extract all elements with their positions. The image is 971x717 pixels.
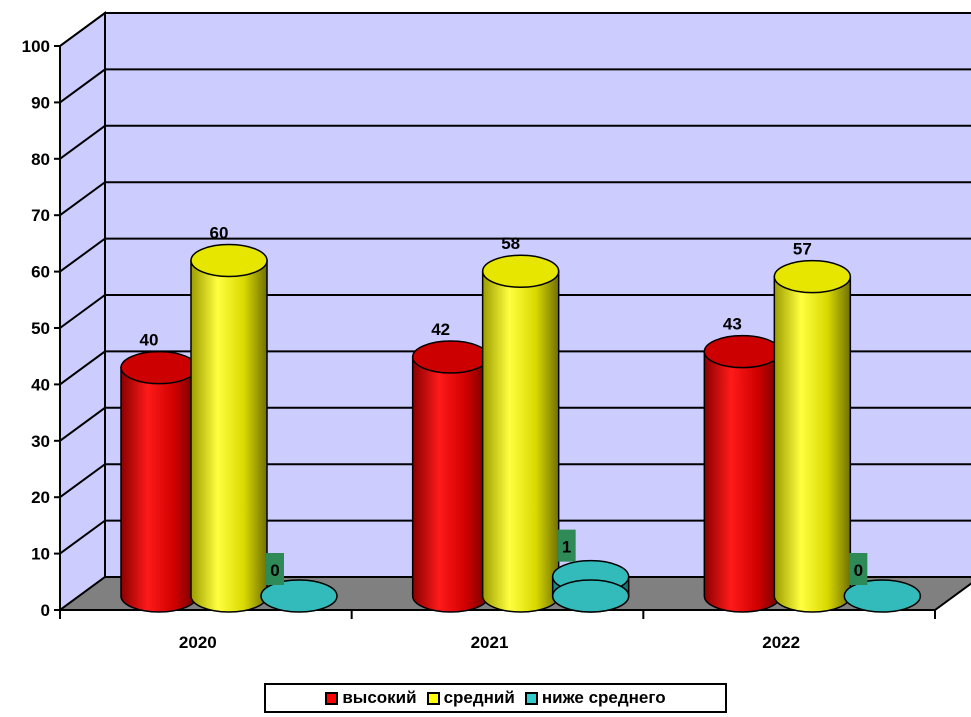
legend-swatch-medium bbox=[426, 691, 440, 705]
y-tick-label: 40 bbox=[31, 375, 50, 394]
y-tick-label: 0 bbox=[41, 601, 50, 620]
gridline bbox=[59, 12, 971, 47]
legend-label-high: высокий bbox=[342, 688, 417, 707]
bar-top bbox=[481, 254, 560, 288]
x-tick-label: 2020 bbox=[179, 633, 217, 652]
legend-item-below-average: ниже среднего bbox=[524, 688, 666, 708]
y-tick-label: 60 bbox=[31, 263, 50, 282]
bar-0-2 bbox=[703, 334, 782, 613]
gridline bbox=[59, 124, 971, 160]
bar-top bbox=[190, 243, 268, 278]
data-label: 60 bbox=[210, 224, 229, 243]
data-label-background bbox=[266, 553, 284, 585]
gridline bbox=[59, 350, 971, 386]
legend-swatch-below-average bbox=[524, 691, 538, 705]
bar-2-0 bbox=[260, 579, 338, 613]
legend-swatch-high bbox=[325, 691, 339, 705]
bar-2-2 bbox=[843, 579, 922, 613]
bar-body bbox=[120, 366, 198, 613]
bar-0-0 bbox=[120, 350, 198, 613]
data-label-background bbox=[849, 553, 868, 585]
data-label: 0 bbox=[270, 561, 279, 580]
legend-item-high: высокий bbox=[325, 688, 417, 708]
bar-1-1 bbox=[481, 254, 560, 613]
gridline bbox=[59, 294, 971, 329]
bar-body bbox=[481, 270, 560, 613]
bar-disc bbox=[260, 579, 338, 613]
x-tick-label: 2021 bbox=[471, 633, 509, 652]
legend-item-medium: средний bbox=[426, 688, 515, 708]
y-tick-label: 100 bbox=[22, 37, 50, 56]
bar-body bbox=[190, 259, 268, 613]
bar-1-0 bbox=[190, 243, 268, 613]
gridline bbox=[59, 519, 971, 555]
gridline bbox=[59, 237, 971, 273]
data-label: 1 bbox=[562, 538, 571, 557]
bar-top bbox=[773, 259, 852, 294]
y-tick-label: 10 bbox=[31, 545, 50, 564]
legend: высокий средний ниже среднего bbox=[264, 683, 727, 713]
bar-top bbox=[411, 340, 490, 374]
y-tick-label: 50 bbox=[31, 319, 50, 338]
x-tick-label: 2022 bbox=[762, 633, 800, 652]
legend-label-medium: средний bbox=[443, 688, 515, 707]
bar-body bbox=[773, 275, 852, 613]
bar-2-1 bbox=[551, 559, 630, 613]
bar-1-2 bbox=[773, 259, 852, 613]
bar-disc bbox=[551, 579, 630, 613]
y-tick-label: 90 bbox=[31, 93, 50, 112]
bar-top bbox=[703, 334, 782, 369]
bar-body bbox=[703, 350, 782, 613]
bar-top bbox=[120, 350, 198, 385]
bar-body bbox=[411, 356, 490, 613]
data-label: 40 bbox=[140, 331, 159, 350]
y-tick-label: 30 bbox=[31, 432, 50, 451]
data-label: 57 bbox=[793, 240, 812, 259]
gridline bbox=[59, 406, 971, 442]
legend-label-below-average: ниже среднего bbox=[541, 688, 666, 707]
data-label-background bbox=[557, 529, 576, 562]
y-tick-label: 70 bbox=[31, 206, 50, 225]
gridline bbox=[59, 68, 971, 104]
bar-disc bbox=[843, 579, 922, 613]
gridline bbox=[59, 463, 971, 499]
data-label: 42 bbox=[431, 320, 450, 339]
data-label: 43 bbox=[723, 315, 742, 334]
y-tick-label: 80 bbox=[31, 150, 50, 169]
data-label: 0 bbox=[854, 561, 863, 580]
data-label: 58 bbox=[501, 234, 520, 253]
bar-0-1 bbox=[411, 340, 490, 613]
gridline bbox=[59, 181, 971, 217]
y-tick-label: 20 bbox=[31, 488, 50, 507]
